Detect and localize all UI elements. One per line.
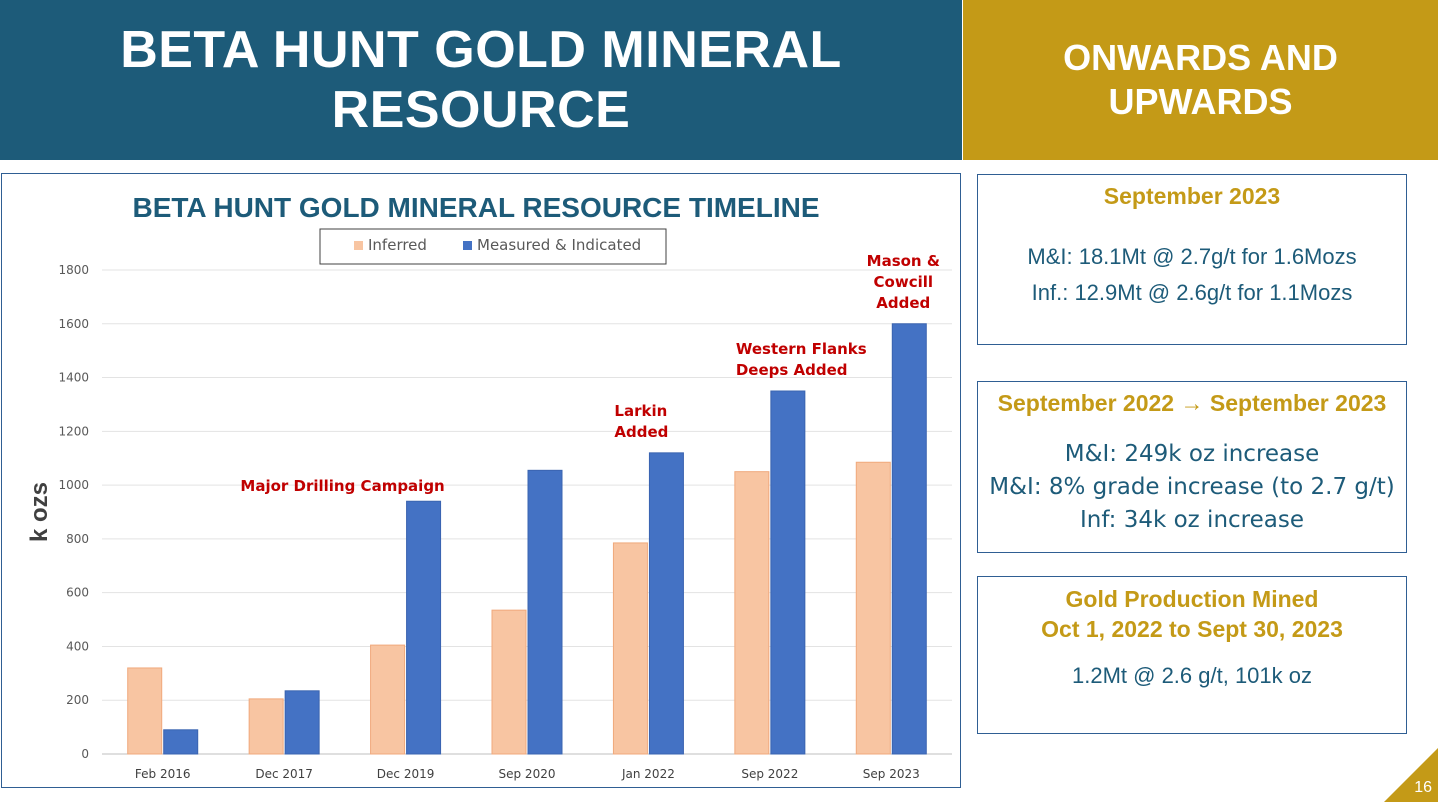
bar-measured-indicated <box>527 469 563 755</box>
page-number: 16 <box>1414 779 1432 796</box>
legend-swatch <box>354 241 363 250</box>
annotation: Larkin <box>614 402 667 420</box>
bar-inferred <box>612 542 648 755</box>
bar-inferred <box>127 667 163 755</box>
bar-measured-indicated <box>891 323 927 755</box>
resource-timeline-chart: BETA HUNT GOLD MINERAL RESOURCE TIMELINE… <box>1 173 961 788</box>
year-change-title: September 2022 → September 2023 <box>997 390 1387 416</box>
bar-measured-indicated <box>284 690 320 755</box>
production-period: Oct 1, 2022 to Sept 30, 2023 <box>1041 616 1343 642</box>
y-tick-label: 1000 <box>58 478 89 492</box>
bar-inferred <box>248 698 284 755</box>
page-title: BETA HUNT GOLD MINERAL RESOURCE <box>120 21 842 139</box>
y-tick-label: 1400 <box>58 371 89 385</box>
y-tick-label: 1200 <box>58 424 89 438</box>
annotation: Cowcill <box>874 273 934 291</box>
production-title: Gold Production Mined <box>1065 586 1319 612</box>
inferred-oz-increase-line: Inf: 34k oz increase <box>1080 507 1304 533</box>
bar-measured-indicated <box>770 390 806 755</box>
chart-title: BETA HUNT GOLD MINERAL RESOURCE TIMELINE <box>132 192 819 223</box>
y-tick-label: 200 <box>66 693 89 707</box>
x-tick-label: Dec 2019 <box>377 767 435 781</box>
x-tick-label: Sep 2023 <box>863 767 920 781</box>
annotation: Added <box>614 423 668 441</box>
y-tick-label: 1600 <box>58 317 89 331</box>
production-panel: Gold Production Mined Oct 1, 2022 to Sep… <box>977 576 1407 734</box>
x-tick-label: Dec 2017 <box>255 767 313 781</box>
bar-inferred <box>370 644 406 755</box>
y-tick-label: 0 <box>81 747 89 761</box>
x-tick-label: Jan 2022 <box>621 767 675 781</box>
legend-label: Inferred <box>368 236 427 254</box>
tagline-banner: ONWARDS AND UPWARDS <box>963 0 1438 160</box>
chart-canvas: BETA HUNT GOLD MINERAL RESOURCE TIMELINE… <box>26 192 952 781</box>
mi-grade-increase-line: M&I: 8% grade increase (to 2.7 g/t) <box>989 474 1395 500</box>
legend-label: Measured & Indicated <box>477 236 641 254</box>
x-tick-label: Sep 2022 <box>741 767 798 781</box>
mi-oz-increase-line: M&I: 249k oz increase <box>1064 441 1320 467</box>
bar-inferred <box>734 471 770 755</box>
legend-box <box>319 228 667 265</box>
bar-measured-indicated <box>648 452 684 755</box>
bar-measured-indicated <box>406 500 442 755</box>
y-tick-label: 600 <box>66 586 89 600</box>
annotation: Mason & <box>867 252 940 270</box>
y-tick-label: 800 <box>66 532 89 546</box>
bar-measured-indicated <box>163 729 199 755</box>
bar-inferred <box>491 609 527 755</box>
current-resource-panel: September 2023 M&I: 18.1Mt @ 2.7g/t for … <box>977 174 1407 345</box>
current-inferred-line: Inf.: 12.9Mt @ 2.6g/t for 1.1Mozs <box>1031 280 1353 305</box>
x-tick-label: Feb 2016 <box>135 767 191 781</box>
annotation: Added <box>876 294 930 312</box>
current-resource-title: September 2023 <box>1103 183 1281 209</box>
annotation: Deeps Added <box>736 361 848 379</box>
production-figure: 1.2Mt @ 2.6 g/t, 101k oz <box>1071 663 1312 688</box>
current-mi-line: M&I: 18.1Mt @ 2.7g/t for 1.6Mozs <box>1027 244 1357 269</box>
tagline: ONWARDS AND UPWARDS <box>1063 37 1338 122</box>
y-axis-label: k ozs <box>26 482 53 542</box>
year-change-panel: September 2022 → September 2023 M&I: 249… <box>977 381 1407 553</box>
x-tick-label: Sep 2020 <box>499 767 556 781</box>
title-banner: BETA HUNT GOLD MINERAL RESOURCE <box>0 0 962 160</box>
legend-swatch <box>463 241 472 250</box>
y-tick-label: 400 <box>66 639 89 653</box>
annotation: Major Drilling Campaign <box>240 477 444 495</box>
annotation: Western Flanks <box>736 340 867 358</box>
bar-inferred <box>855 461 891 755</box>
page-corner-triangle <box>1384 748 1438 802</box>
y-tick-label: 1800 <box>58 263 89 277</box>
